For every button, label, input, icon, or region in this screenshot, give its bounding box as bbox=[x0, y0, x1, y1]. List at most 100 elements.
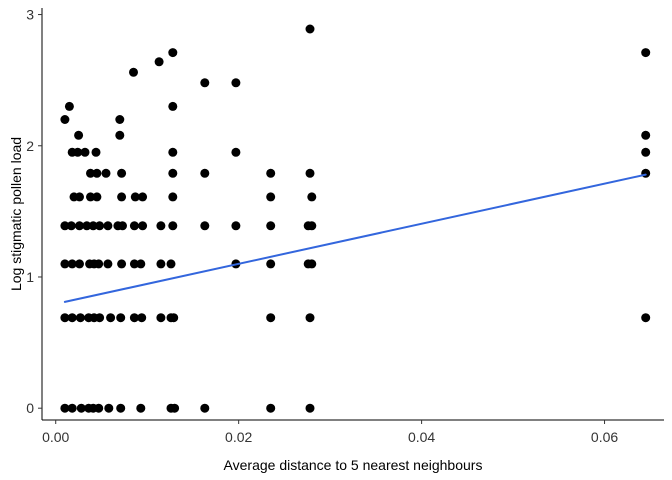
data-point bbox=[231, 78, 241, 88]
data-point bbox=[200, 168, 210, 178]
x-tick-label: 0.00 bbox=[42, 429, 69, 445]
y-axis-ticks: 0 1 2 3 bbox=[26, 7, 42, 416]
data-point bbox=[103, 259, 113, 269]
data-point bbox=[200, 78, 210, 88]
data-point bbox=[129, 313, 139, 323]
data-point bbox=[168, 168, 178, 178]
y-tick-label: 1 bbox=[26, 269, 34, 285]
data-point bbox=[200, 403, 210, 413]
data-point bbox=[117, 192, 127, 202]
data-point bbox=[136, 259, 146, 269]
data-point bbox=[117, 259, 127, 269]
data-point bbox=[95, 313, 105, 323]
data-point bbox=[305, 403, 315, 413]
data-point bbox=[129, 221, 139, 231]
data-point bbox=[305, 313, 315, 323]
data-point bbox=[86, 168, 95, 178]
data-point bbox=[92, 192, 102, 202]
data-point bbox=[168, 192, 178, 202]
data-point bbox=[166, 259, 176, 269]
data-point bbox=[266, 403, 276, 413]
data-point bbox=[94, 403, 104, 413]
data-point bbox=[106, 313, 116, 323]
data-point bbox=[67, 313, 77, 323]
data-point bbox=[307, 259, 317, 269]
data-point bbox=[156, 313, 166, 323]
data-point bbox=[75, 221, 84, 231]
y-tick-label: 3 bbox=[26, 7, 34, 23]
data-point bbox=[231, 147, 241, 157]
x-tick-label: 0.06 bbox=[591, 429, 618, 445]
data-point bbox=[67, 403, 77, 413]
data-point bbox=[66, 221, 76, 231]
data-point bbox=[67, 259, 77, 269]
data-point bbox=[266, 221, 276, 231]
x-axis-ticks: 0.00 0.02 0.04 0.06 bbox=[42, 420, 618, 445]
data-point bbox=[307, 221, 317, 231]
data-point bbox=[200, 221, 210, 231]
data-point bbox=[118, 221, 127, 231]
data-point bbox=[76, 403, 86, 413]
data-point bbox=[641, 147, 651, 157]
data-point bbox=[266, 168, 276, 178]
data-point bbox=[138, 192, 148, 202]
data-point bbox=[129, 67, 138, 77]
data-point bbox=[129, 259, 139, 269]
data-point bbox=[75, 313, 85, 323]
data-point bbox=[266, 259, 276, 269]
data-point bbox=[307, 192, 317, 202]
data-point bbox=[86, 192, 95, 202]
data-point bbox=[94, 259, 104, 269]
data-point bbox=[168, 101, 178, 111]
data-point bbox=[88, 221, 98, 231]
data-point bbox=[73, 147, 83, 157]
data-point bbox=[60, 259, 70, 269]
data-point bbox=[168, 221, 178, 231]
data-point bbox=[60, 313, 70, 323]
data-point bbox=[641, 48, 651, 58]
data-point bbox=[116, 403, 126, 413]
data-point bbox=[75, 259, 84, 269]
data-point bbox=[117, 168, 127, 178]
y-tick-label: 0 bbox=[26, 400, 34, 416]
data-point bbox=[266, 192, 276, 202]
data-points bbox=[60, 24, 651, 413]
data-point bbox=[170, 403, 180, 413]
y-axis-title: Log stigmatic pollen load bbox=[8, 137, 24, 291]
data-point bbox=[305, 24, 315, 34]
data-point bbox=[95, 221, 105, 231]
data-point bbox=[130, 192, 140, 202]
data-point bbox=[154, 57, 164, 67]
trend-line bbox=[63, 173, 647, 303]
data-point bbox=[641, 130, 651, 140]
data-point bbox=[137, 313, 147, 323]
x-axis-title: Average distance to 5 nearest neighbours bbox=[224, 457, 483, 473]
data-point bbox=[156, 221, 166, 231]
data-point bbox=[169, 313, 179, 323]
data-point bbox=[82, 221, 92, 231]
data-point bbox=[231, 221, 241, 231]
data-point bbox=[91, 147, 101, 157]
data-point bbox=[266, 313, 276, 323]
x-tick-label: 0.04 bbox=[408, 429, 435, 445]
data-point bbox=[75, 192, 84, 202]
data-point bbox=[74, 130, 84, 140]
data-point bbox=[168, 147, 178, 157]
y-tick-label: 2 bbox=[26, 138, 34, 154]
data-point bbox=[641, 168, 651, 178]
data-point bbox=[168, 48, 178, 58]
data-point bbox=[60, 221, 70, 231]
data-point bbox=[138, 221, 148, 231]
data-point bbox=[101, 168, 111, 178]
data-point bbox=[115, 115, 125, 124]
x-tick-label: 0.02 bbox=[225, 429, 252, 445]
data-point bbox=[116, 313, 126, 323]
data-point bbox=[92, 168, 102, 178]
data-point bbox=[103, 221, 113, 231]
data-point bbox=[156, 259, 166, 269]
data-point bbox=[115, 130, 125, 140]
data-point bbox=[641, 313, 651, 323]
data-point bbox=[80, 147, 90, 157]
data-point bbox=[104, 403, 114, 413]
